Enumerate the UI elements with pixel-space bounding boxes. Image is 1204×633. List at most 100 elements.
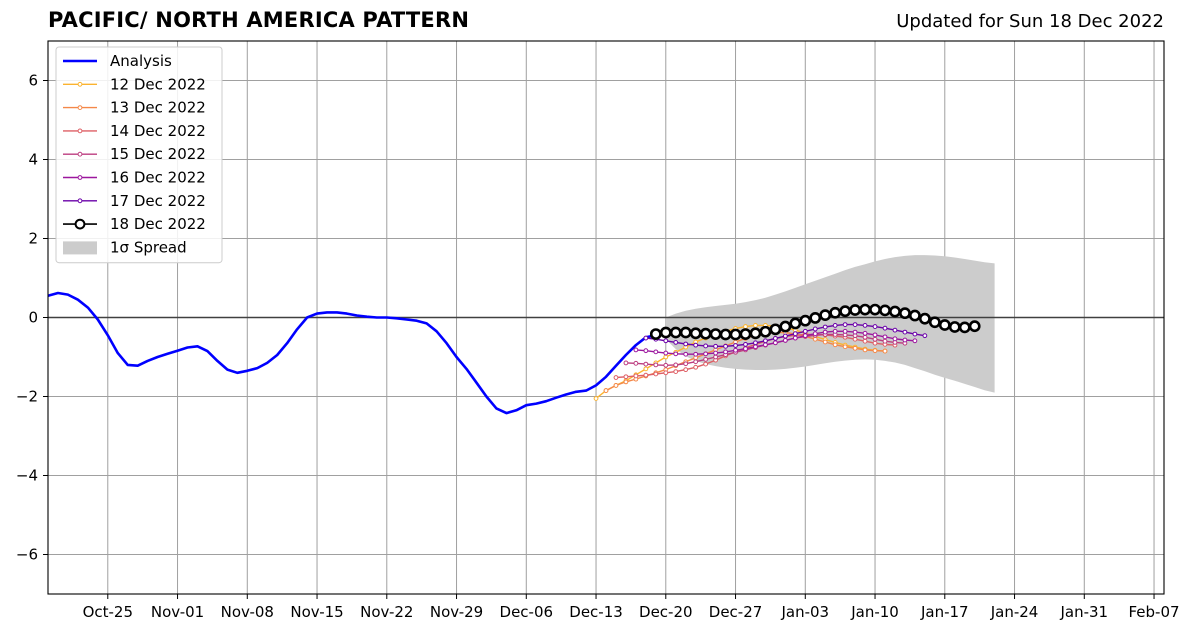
- y-tick-label: 0: [28, 309, 38, 327]
- forecast-point: [643, 361, 649, 367]
- axes-layer: Oct-25 Nov-01 Nov-08 Nov-15 Nov-22 Nov-29 Dec-…: [16, 40, 1180, 621]
- legend-label: 12 Dec 2022: [110, 75, 206, 93]
- legend-swatch-marker: [77, 151, 83, 157]
- legend-item: Analysis: [63, 52, 172, 70]
- forecast-point: [693, 364, 699, 370]
- legend-item: 16 Dec 2022: [63, 169, 206, 187]
- legend-label: 18 Dec 2022: [110, 215, 206, 233]
- forecast-point: [623, 379, 629, 385]
- series-layer: [47, 291, 981, 415]
- current-forecast-point: [859, 303, 871, 316]
- x-tick-label: Nov-29: [430, 603, 483, 621]
- legend-swatch-marker: [77, 175, 83, 180]
- forecast-point: [812, 336, 818, 342]
- forecast-point: [882, 348, 888, 354]
- legend: Analysis 12 Dec 2022 13 Dec 2022 14 Dec 202…: [55, 46, 223, 264]
- forecast-point: [733, 347, 738, 353]
- forecast-point: [802, 333, 808, 339]
- forecast-point: [743, 324, 748, 329]
- forecast-point: [663, 370, 669, 376]
- forecast-point: [832, 342, 838, 348]
- forecast-point: [862, 330, 868, 336]
- forecast-point: [772, 340, 778, 346]
- forecast-point: [842, 344, 848, 350]
- current-forecast-point: [699, 327, 712, 340]
- forecast-point: [842, 322, 848, 328]
- forecast-point: [912, 331, 918, 337]
- forecast-point: [723, 343, 728, 349]
- x-tick-label: Oct-25: [83, 603, 133, 621]
- forecast-point: [872, 340, 878, 346]
- forecast-point: [653, 371, 659, 377]
- forecast-point: [832, 328, 838, 334]
- forecast-point: [703, 351, 709, 357]
- current-forecast-point: [948, 321, 961, 333]
- forecast-point: [822, 329, 828, 335]
- chart-title: PACIFIC/ NORTH AMERICA PATTERN: [48, 8, 470, 32]
- current-forecast-point: [729, 328, 742, 341]
- forecast-point: [822, 324, 828, 330]
- forecast-point: [782, 333, 788, 339]
- legend-item: 13 Dec 2022: [63, 99, 206, 117]
- legend-label: Analysis: [110, 52, 172, 70]
- forecast-point: [643, 335, 649, 341]
- forecast-point: [842, 328, 848, 334]
- legend-item: 17 Dec 2022: [63, 192, 206, 210]
- forecast-point: [792, 335, 798, 341]
- y-tick-label: 6: [28, 72, 38, 90]
- current-forecast-point: [739, 328, 752, 340]
- legend-item: 1σ Spread: [63, 238, 187, 256]
- forecast-point: [713, 350, 719, 356]
- spread-band-layer: [665, 255, 995, 393]
- legend-label: 17 Dec 2022: [110, 192, 206, 210]
- x-tick-label: Nov-22: [360, 603, 413, 621]
- legend-swatch-marker: [77, 105, 83, 110]
- current-forecast-point: [809, 311, 822, 324]
- forecast-point: [713, 343, 719, 349]
- forecast-point: [683, 341, 689, 347]
- current-forecast-point: [918, 312, 931, 325]
- forecast-point: [623, 360, 629, 366]
- forecast-point: [633, 347, 639, 353]
- forecast-point: [693, 359, 699, 365]
- current-forecast-point: [679, 326, 692, 339]
- forecast-point: [852, 345, 858, 351]
- legend-item: 18 Dec 2022: [63, 215, 206, 233]
- forecast-point: [673, 351, 679, 357]
- forecast-point: [683, 351, 689, 357]
- x-tick-label: Nov-08: [221, 603, 274, 621]
- forecast-point: [902, 329, 908, 335]
- x-tick-label: Nov-01: [151, 603, 204, 621]
- legend-label: 15 Dec 2022: [110, 145, 206, 163]
- current-forecast-point: [759, 325, 772, 338]
- forecast-point: [693, 342, 699, 348]
- current-forecast-point: [839, 305, 852, 318]
- forecast-point: [812, 326, 818, 332]
- forecast-point: [713, 354, 719, 360]
- current-forecast-point: [649, 328, 662, 340]
- forecast-point: [862, 338, 868, 344]
- forecast-point: [723, 349, 728, 355]
- forecast-point: [683, 361, 689, 367]
- forecast-point: [792, 331, 798, 337]
- current-forecast-point: [709, 328, 722, 340]
- forecast-point: [703, 356, 709, 362]
- y-tick-label: −6: [16, 546, 38, 564]
- forecast-point: [743, 341, 748, 347]
- current-forecast-series: [649, 303, 981, 341]
- forecast-point: [653, 349, 659, 355]
- forecast-point: [633, 373, 639, 379]
- current-forecast-point: [819, 309, 832, 322]
- legend-swatch-marker: [77, 198, 83, 204]
- forecast-point: [613, 383, 619, 388]
- current-forecast-point: [899, 307, 911, 320]
- y-tick-label: 2: [28, 230, 38, 248]
- forecast-point: [912, 338, 918, 344]
- forecast-point: [663, 354, 669, 360]
- forecast-point: [862, 347, 868, 353]
- spread-band: [665, 255, 995, 393]
- forecast-point: [872, 324, 878, 329]
- current-forecast-point: [689, 327, 702, 340]
- forecast-point: [862, 323, 868, 328]
